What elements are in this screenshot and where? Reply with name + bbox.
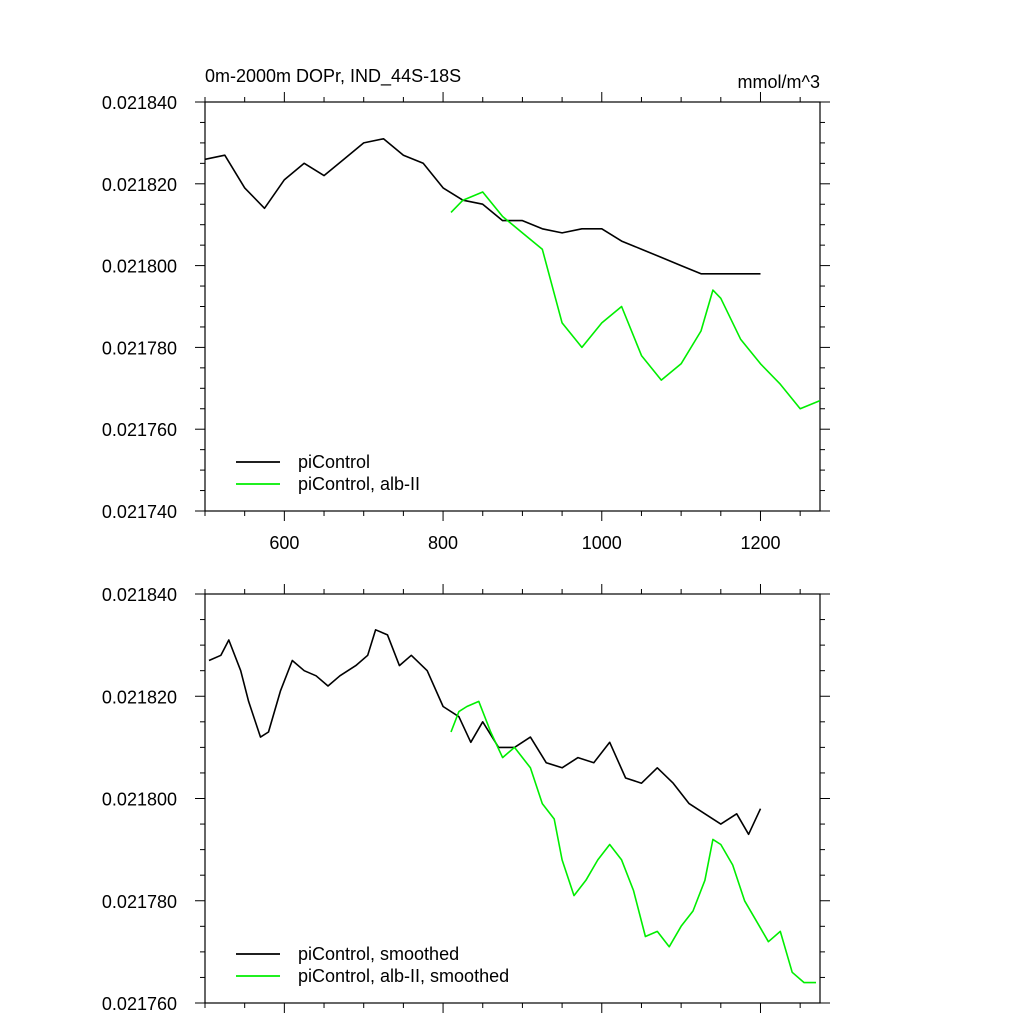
y-tick-label: 0.021820 xyxy=(102,175,177,195)
x-tick-label: 1000 xyxy=(582,533,622,553)
unit-label: mmol/m^3 xyxy=(738,72,820,92)
series-line-1 xyxy=(450,700,816,984)
x-tick-label: 600 xyxy=(269,533,299,553)
legend-label-1: piControl, alb-II xyxy=(298,474,420,494)
chart-title: 0m-2000m DOPr, IND_44S-18S xyxy=(205,66,461,87)
y-tick-label: 0.021740 xyxy=(102,502,177,522)
legend-label-0: piControl, smoothed xyxy=(298,944,459,964)
y-tick-label: 0.021760 xyxy=(102,994,177,1014)
y-tick-label: 0.021800 xyxy=(102,257,177,277)
x-tick-label: 800 xyxy=(428,533,458,553)
legend-label-0: piControl xyxy=(298,452,370,472)
y-tick-label: 0.021840 xyxy=(102,585,177,605)
y-tick-label: 0.021840 xyxy=(102,93,177,113)
series-line-1 xyxy=(450,191,820,410)
y-tick-label: 0.021780 xyxy=(102,892,177,912)
legend-label-1: piControl, alb-II, smoothed xyxy=(298,966,509,986)
y-tick-label: 0.021760 xyxy=(102,420,177,440)
bottom-panel: 0.021760 0.021780 0.021800 0.021820 0.021840… xyxy=(102,584,830,1014)
series-line-0 xyxy=(208,628,762,836)
top-panel: 600 800 1000 1200 0.021740 0.021760 0.021780 0.… xyxy=(102,66,830,553)
y-tick-label: 0.021800 xyxy=(102,790,177,810)
y-tick-label: 0.021780 xyxy=(102,338,177,358)
series-line-0 xyxy=(205,138,761,275)
x-tick-label: 1200 xyxy=(740,533,780,553)
y-tick-label: 0.021820 xyxy=(102,687,177,707)
